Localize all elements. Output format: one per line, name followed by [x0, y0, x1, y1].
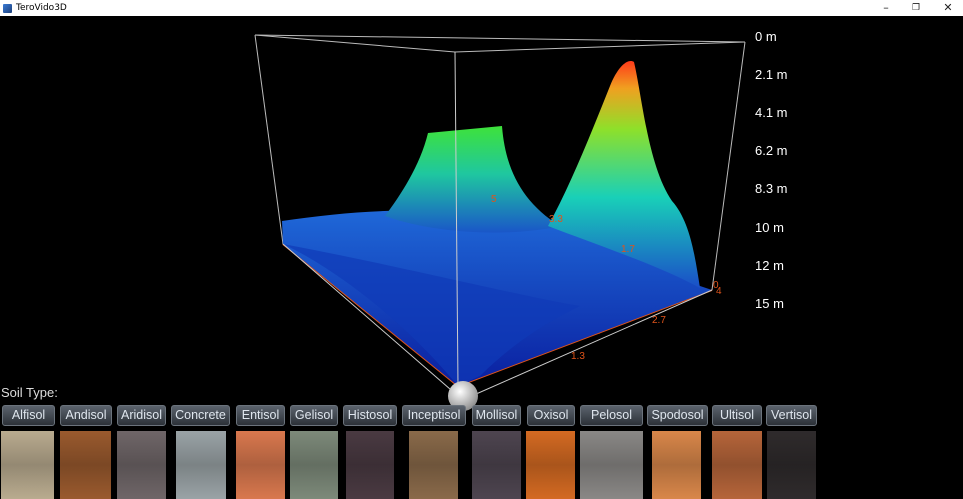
soil-type-label: Soil Type: — [1, 385, 58, 400]
soil-sample-image-histosol[interactable] — [346, 431, 394, 499]
soil-button-mollisol[interactable]: Mollisol — [472, 405, 521, 426]
3d-viewport[interactable]: 1.3 2.7 4 0 5 3.3 1.7 — [0, 16, 963, 499]
depth-label: 6.2 m — [755, 143, 788, 158]
soil-button-inceptisol[interactable]: Inceptisol — [402, 405, 466, 426]
soil-sample-image-andisol[interactable] — [60, 431, 111, 499]
soil-button-pelosol[interactable]: Pelosol — [580, 405, 643, 426]
depth-label: 12 m — [755, 258, 784, 273]
window-title: TeroVido3D — [16, 3, 67, 13]
depth-label: 0 m — [755, 29, 777, 44]
soil-button-gelisol[interactable]: Gelisol — [290, 405, 338, 426]
soil-sample-image-vertisol[interactable] — [767, 431, 816, 499]
soil-sample-image-inceptisol[interactable] — [409, 431, 458, 499]
soil-sample-image-aridisol[interactable] — [117, 431, 166, 499]
floor-label: 4 — [716, 286, 722, 297]
title-bar: TeroVido3D – ❐ ✕ — [0, 0, 963, 16]
depth-label: 2.1 m — [755, 67, 788, 82]
restore-button[interactable]: ❐ — [911, 3, 921, 13]
minimize-button[interactable]: – — [883, 1, 889, 14]
soil-button-alfisol[interactable]: Alfisol — [2, 405, 55, 426]
soil-button-entisol[interactable]: Entisol — [236, 405, 285, 426]
surface-label: 5 — [491, 194, 497, 205]
soil-sample-image-mollisol[interactable] — [472, 431, 521, 499]
soil-sample-image-ultisol[interactable] — [712, 431, 762, 499]
soil-button-andisol[interactable]: Andisol — [60, 405, 112, 426]
soil-sample-image-spodosol[interactable] — [652, 431, 701, 499]
soil-button-ultisol[interactable]: Ultisol — [712, 405, 762, 426]
depth-label: 10 m — [755, 220, 784, 235]
app-icon — [3, 3, 12, 13]
soil-sample-image-alfisol[interactable] — [1, 431, 54, 499]
soil-sample-image-oxisol[interactable] — [526, 431, 575, 499]
rotation-handle[interactable] — [448, 381, 478, 411]
soil-sample-image-gelisol[interactable] — [290, 431, 338, 499]
floor-label: 2.7 — [652, 315, 666, 326]
soil-sample-image-pelosol[interactable] — [580, 431, 643, 499]
soil-sample-image-entisol[interactable] — [236, 431, 285, 499]
close-button[interactable]: ✕ — [943, 1, 953, 14]
soil-button-oxisol[interactable]: Oxisol — [527, 405, 575, 426]
floor-label: 1.3 — [571, 351, 585, 362]
depth-label: 4.1 m — [755, 105, 788, 120]
depth-label: 8.3 m — [755, 181, 788, 196]
bounding-box-front — [282, 51, 713, 403]
soil-button-concrete[interactable]: Concrete — [171, 405, 230, 426]
floor-label: 0 — [713, 280, 719, 291]
surface-label: 3.3 — [549, 214, 563, 225]
soil-button-histosol[interactable]: Histosol — [343, 405, 397, 426]
soil-sample-image-concrete[interactable] — [176, 431, 226, 499]
depth-surface — [282, 61, 712, 386]
surface-label: 1.7 — [621, 244, 635, 255]
bounding-box — [254, 34, 746, 291]
soil-button-spodosol[interactable]: Spodosol — [647, 405, 708, 426]
soil-button-vertisol[interactable]: Vertisol — [766, 405, 817, 426]
depth-label: 15 m — [755, 296, 784, 311]
soil-button-aridisol[interactable]: Aridisol — [117, 405, 166, 426]
